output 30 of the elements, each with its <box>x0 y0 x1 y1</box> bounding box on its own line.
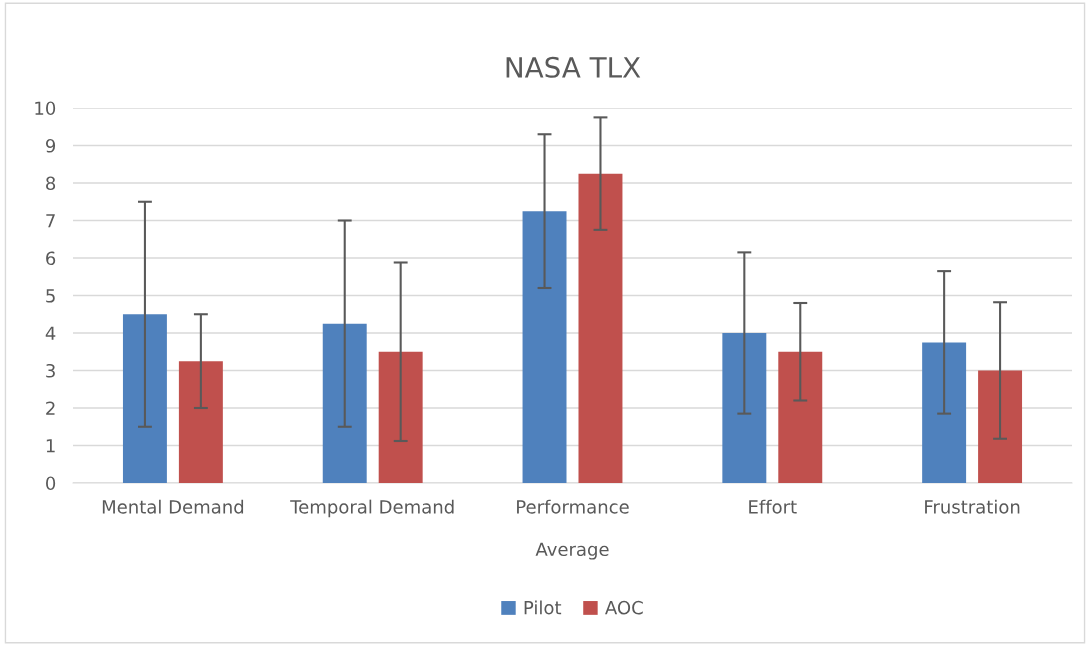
y-tick-label: 10 <box>35 101 56 116</box>
bar <box>178 361 223 483</box>
x-tick-label: Mental Demand <box>102 499 244 514</box>
y-tick-label: 9 <box>45 138 56 153</box>
y-tick-label: 3 <box>46 363 55 378</box>
x-tick-label: Effort <box>749 499 797 514</box>
bar <box>122 314 167 483</box>
x-axis-title: Average <box>535 542 609 560</box>
y-tick-label: 1 <box>46 439 55 453</box>
x-tick-label: Performance <box>517 499 629 514</box>
y-tick-label: 5 <box>46 289 55 303</box>
y-tick-label: 7 <box>46 214 55 228</box>
bar <box>578 173 623 483</box>
bar <box>378 351 423 483</box>
y-tick-label: 2 <box>46 401 55 415</box>
legend-label: AOC <box>605 600 643 615</box>
bar <box>922 342 967 483</box>
bar <box>322 323 367 483</box>
bar <box>778 351 823 483</box>
y-tick-label: 8 <box>46 176 56 191</box>
y-tick-label: 0 <box>46 476 56 491</box>
x-tick-label: Frustration <box>925 499 1020 514</box>
bar <box>978 370 1023 483</box>
x-tick-label: Temporal Demand <box>290 499 454 518</box>
legend-label: Pilot <box>524 600 562 615</box>
y-tick-label: 4 <box>45 326 56 340</box>
bar <box>722 333 767 483</box>
y-tick-label: 6 <box>46 251 56 266</box>
bar <box>522 211 567 483</box>
chart-title: NASA TLX <box>506 56 641 78</box>
